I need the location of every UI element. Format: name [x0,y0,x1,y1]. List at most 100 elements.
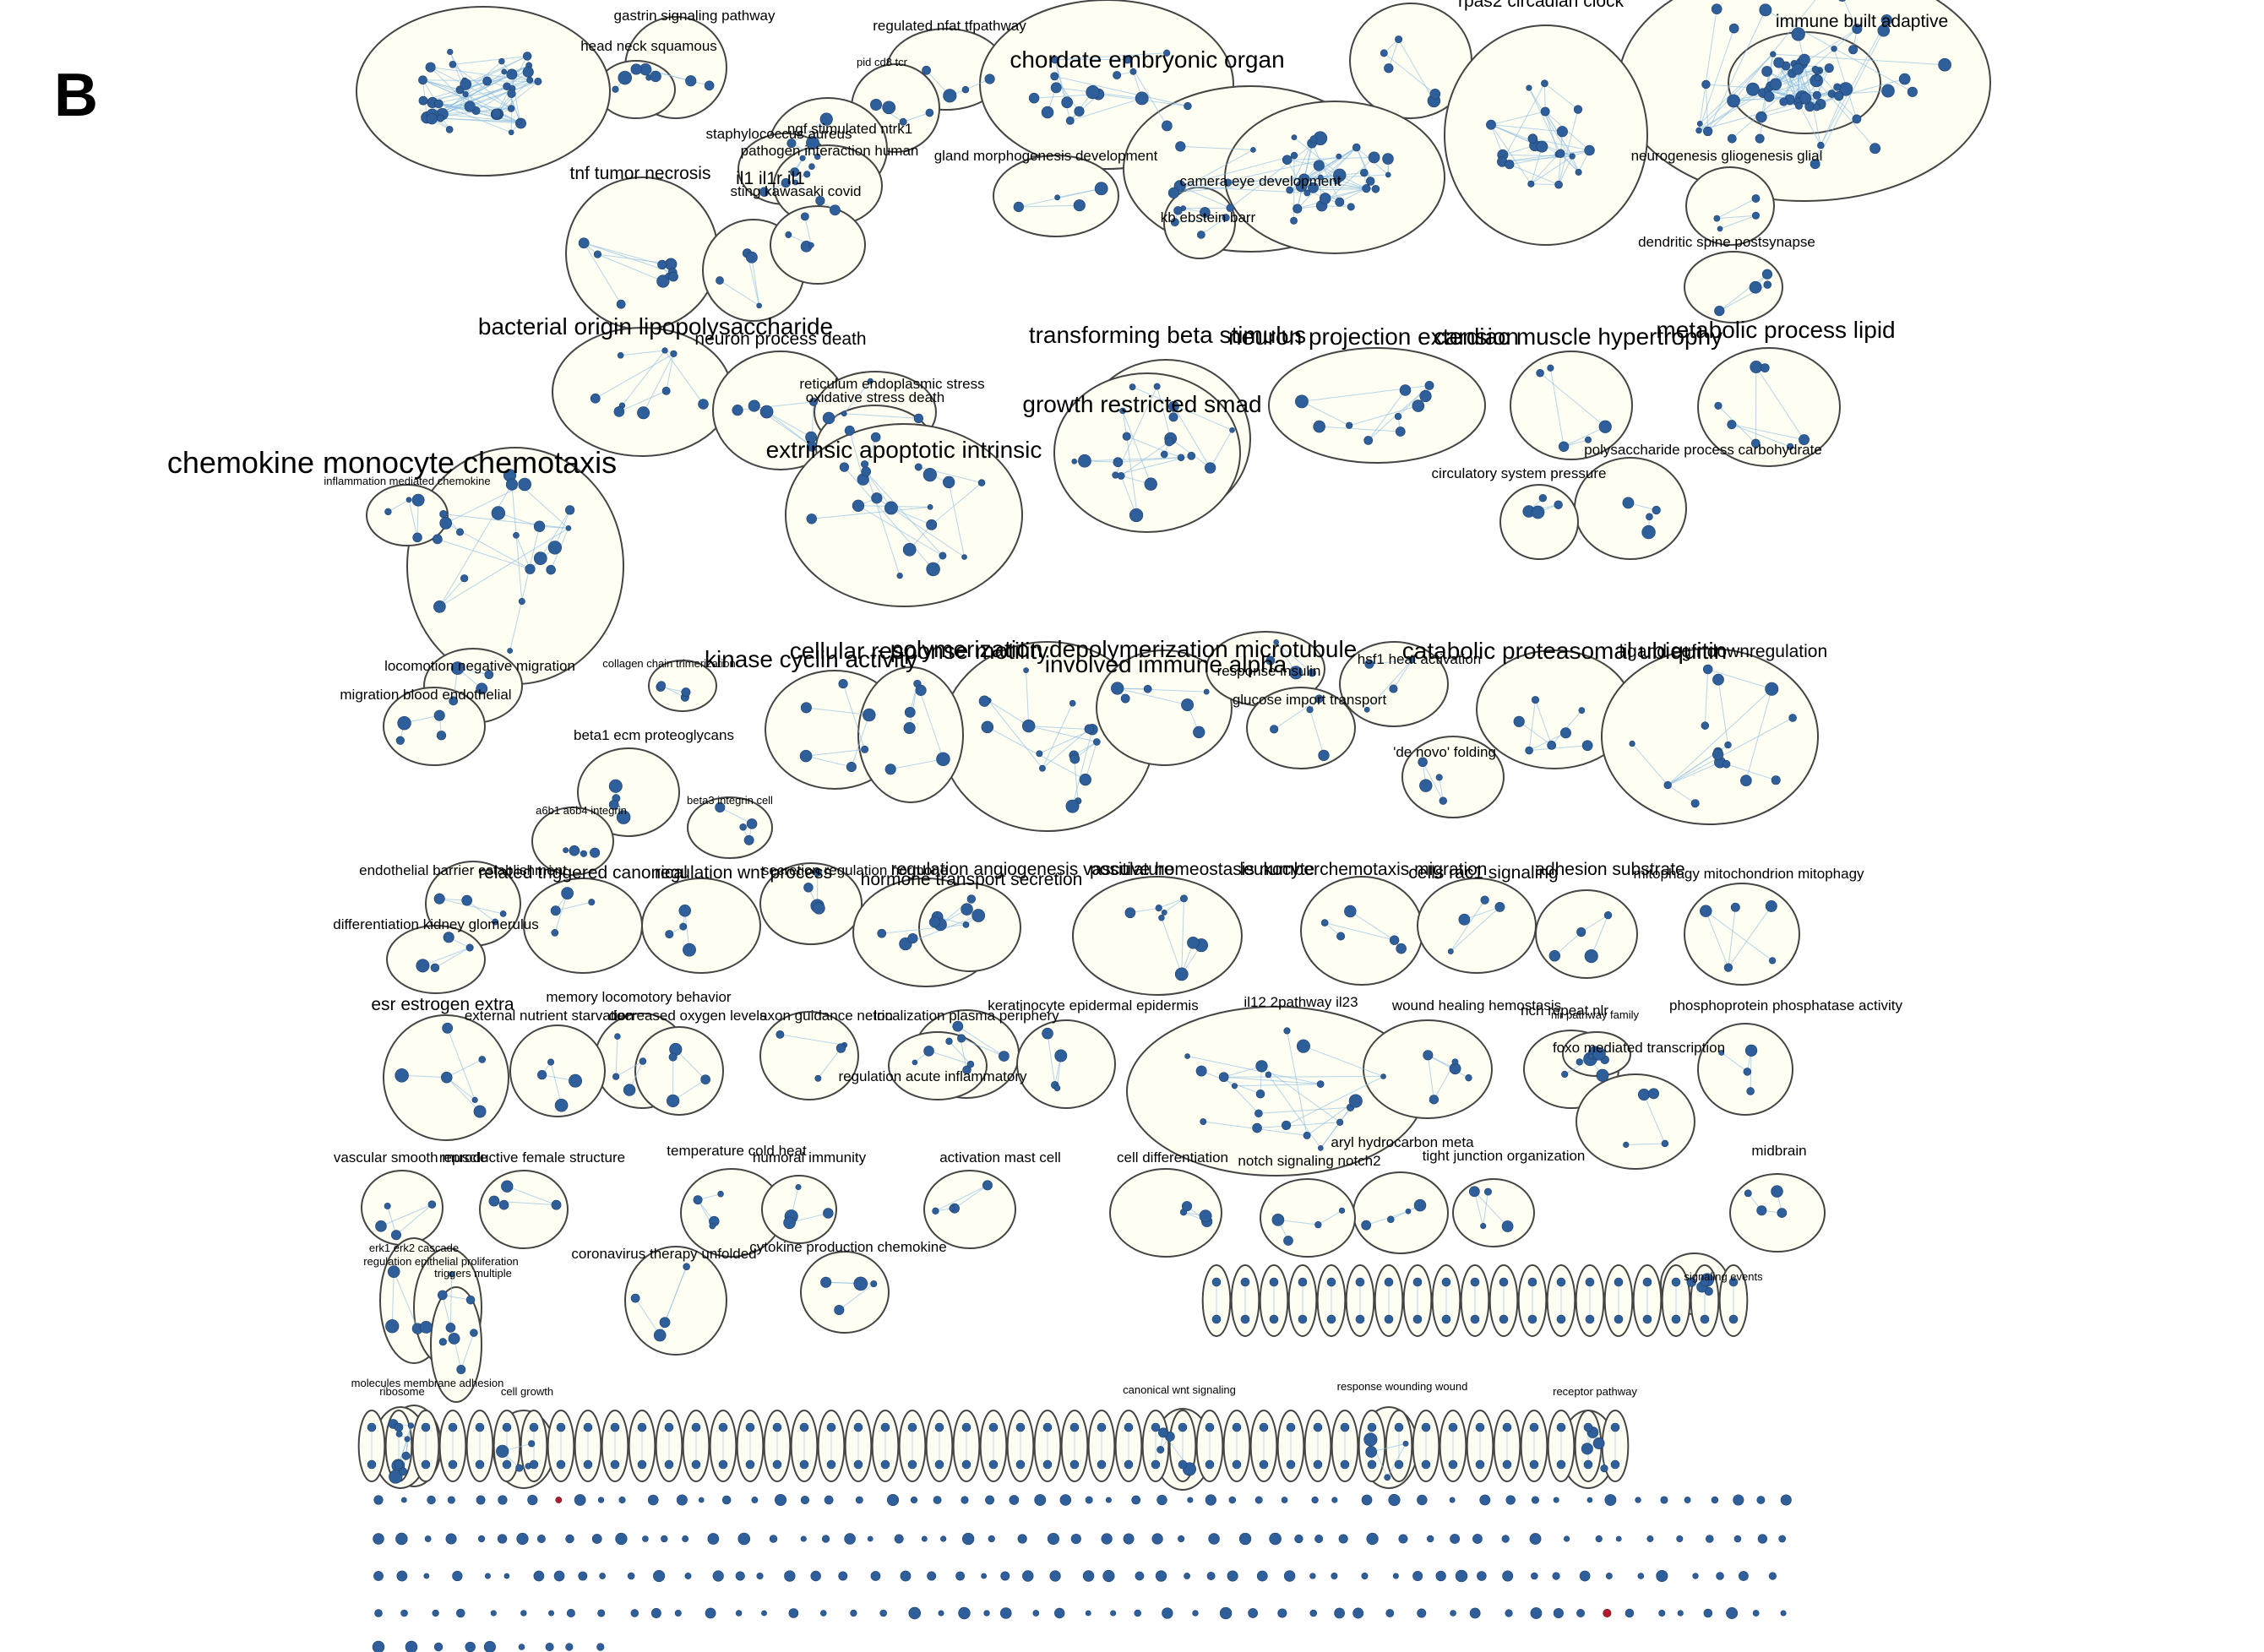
gene-set-node [569,845,580,856]
singleton-node [867,1535,873,1542]
cluster-label: growth restricted smad [1022,391,1261,417]
gene-set-node [1771,775,1781,785]
cluster-label: midbrain [1751,1143,1806,1159]
singleton-node [661,1535,668,1543]
gene-set-node [1730,902,1740,912]
gene-set-node [1799,434,1810,445]
gene-set-node [1255,1089,1265,1099]
singleton-node [775,1493,787,1507]
cluster-ellipse [509,1024,606,1117]
gene-set-node [1296,1039,1310,1053]
singleton-node [373,1495,384,1505]
cluster-label: external nutrient starvation [465,1008,634,1024]
gene-set-node [565,505,575,515]
cluster-label: extrinsic apoptotic intrinsic [766,437,1042,463]
network-edge [917,683,944,759]
cluster-ellipse [1401,736,1505,818]
gene-set-node [962,921,970,928]
gene-set-node [1554,500,1563,509]
gene-set-node [803,883,814,893]
gene-set-node [1158,915,1165,921]
gene-set-node [1160,450,1168,459]
cluster-label: gland morphogenesis development [934,148,1158,164]
network-edge [1698,28,1735,131]
network-edge [1820,19,1887,146]
gene-set-node [790,167,800,177]
network-edge [1120,475,1137,516]
gene-set-node [1652,505,1661,515]
gene-set-node [1352,143,1361,152]
singleton-node [1703,1608,1713,1618]
singleton-node [921,1535,928,1542]
gene-set-node [1421,1459,1431,1470]
cluster-ellipse [1053,372,1241,533]
network-edge [511,73,521,122]
singleton-node [1162,1607,1173,1619]
network-edge [1132,386,1233,431]
gene-set-node [781,177,791,188]
gene-set-node [1286,1459,1296,1470]
singleton-node [1184,1573,1190,1579]
cluster-label: localization plasma periphery [873,1008,1059,1024]
gene-set-node [507,648,514,654]
singleton-node [1331,1573,1338,1579]
gene-set-node [1527,180,1535,187]
gene-set-node [462,90,469,98]
singleton-node [933,1496,942,1504]
gene-set-node [907,1422,917,1432]
network-edge [1544,83,1579,110]
gene-set-node [1408,656,1416,664]
singleton-node [1501,1535,1510,1543]
cluster-ellipse [366,484,449,546]
network-edge [844,466,934,570]
singleton-node [497,1534,508,1544]
singleton-node [1277,1608,1287,1618]
gene-set-node [1270,725,1279,734]
gene-set-node [1265,1071,1272,1079]
gene-set-node [1424,381,1434,390]
cluster-ellipse [1685,166,1775,246]
network-edge [1531,183,1559,186]
gene-set-node [683,943,696,957]
gene-set-node [449,61,457,68]
singleton-node [653,1569,666,1583]
gene-set-node [988,1422,999,1432]
gene-set-node [1671,1314,1681,1324]
singleton-node [1102,1569,1115,1583]
gene-set-node [709,1222,716,1230]
gene-set-node [1151,1459,1161,1470]
gene-set-node [1614,1277,1624,1287]
gene-set-node [683,1263,690,1270]
network-edge [434,947,471,969]
cluster-label: rpas2 circadian clock [1458,0,1625,11]
gene-set-node [1318,749,1330,762]
gene-set-node [700,1074,710,1084]
singleton-node [1635,1497,1641,1503]
gene-set-node [1447,948,1454,954]
gene-set-node [1124,907,1136,919]
gene-set-node [1880,14,1892,26]
gene-set-node [1760,363,1770,373]
gene-set-node [442,1022,454,1034]
gene-set-node [385,1319,400,1334]
singleton-node [1134,1609,1141,1617]
gene-set-node [433,709,445,721]
gene-set-node [1768,957,1777,965]
singleton-node [1778,1535,1787,1543]
singleton-node [396,1570,408,1582]
gene-set-node [502,1459,512,1470]
gene-set-node [961,1459,971,1470]
gene-set-node [1852,24,1863,35]
gene-set-node [1527,1277,1537,1287]
gene-set-node [618,70,632,85]
network-edge [442,61,503,115]
gene-set-node [1527,1314,1537,1324]
singleton-node [1283,1570,1296,1582]
cluster-label: tnf tumor necrosis [570,164,711,183]
gene-set-node [1153,383,1161,390]
gene-set-node [853,1276,868,1291]
network-edge [1085,742,1097,780]
singleton-node [1660,1496,1668,1504]
network-edge [1728,907,1736,968]
gene-set-node [1069,1459,1080,1470]
